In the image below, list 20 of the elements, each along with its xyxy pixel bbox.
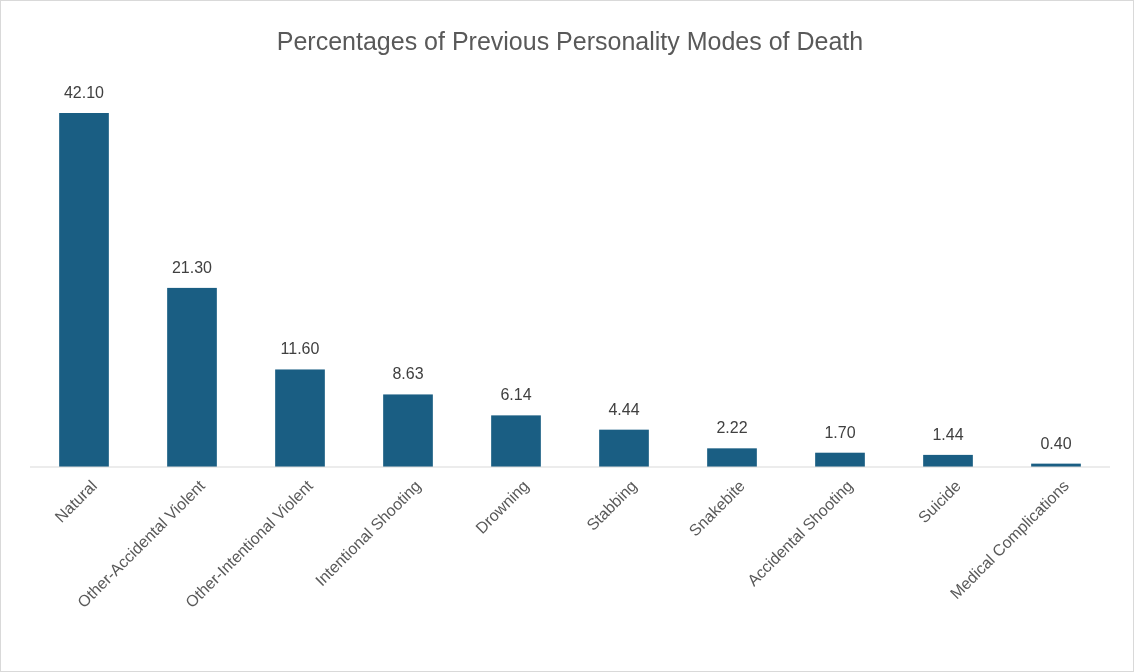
- bar: [707, 448, 757, 467]
- data-label: 11.60: [280, 340, 320, 358]
- data-label: 2.22: [716, 419, 748, 437]
- bar: [59, 113, 109, 467]
- bar: [599, 429, 649, 467]
- data-label: 4.44: [608, 400, 640, 418]
- bar: [167, 287, 217, 467]
- data-label: 8.63: [392, 365, 424, 383]
- data-label: 42.10: [63, 84, 105, 101]
- data-label: 1.44: [932, 425, 964, 443]
- data-label: 0.40: [1040, 434, 1072, 452]
- bar: [275, 369, 325, 467]
- data-label: 1.70: [824, 423, 856, 441]
- bar: [491, 415, 541, 467]
- bar: [383, 394, 433, 467]
- bar: [815, 452, 865, 467]
- data-label: 6.14: [500, 386, 532, 404]
- bar: [923, 454, 973, 467]
- chart-title: Percentages of Previous Personality Modes of Death: [276, 27, 864, 55]
- data-label: 21.30: [171, 258, 213, 276]
